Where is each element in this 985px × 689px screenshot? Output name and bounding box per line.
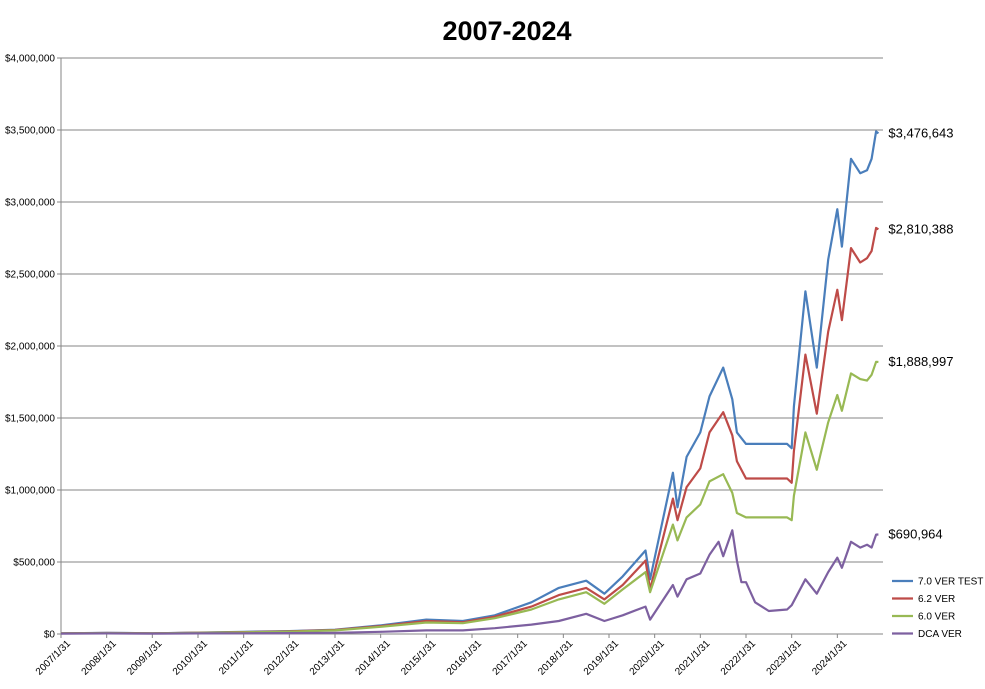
y-tick-label: $2,500,000 bbox=[5, 270, 55, 281]
y-tick-label: $4,000,000 bbox=[5, 54, 55, 65]
end-labels: $3,476,643 $2,810,388 $1,888,997 $690,964 bbox=[888, 125, 953, 541]
series-lines bbox=[60, 130, 880, 635]
end-value-label: $3,476,643 bbox=[888, 125, 953, 140]
y-tick-label: $0 bbox=[44, 630, 56, 641]
y-tick-label: $1,000,000 bbox=[5, 486, 55, 497]
chart-title: 2007-2024 bbox=[442, 16, 571, 46]
legend-label: 7.0 VER TEST bbox=[918, 577, 983, 588]
legend-label: 6.0 VER bbox=[918, 612, 955, 623]
legend-label: DCA VER bbox=[918, 629, 962, 640]
end-value-label: $690,964 bbox=[888, 527, 942, 542]
legend: 7.0 VER TEST 6.2 VER 6.0 VER DCA VER bbox=[892, 577, 983, 640]
y-tick-label: $500,000 bbox=[13, 558, 55, 569]
end-value-label: $2,810,388 bbox=[888, 221, 953, 236]
y-tick-label: $3,000,000 bbox=[5, 198, 55, 209]
end-value-label: $1,888,997 bbox=[888, 354, 953, 369]
legend-label: 6.2 VER bbox=[918, 594, 955, 605]
y-axis-ticks: $0 $500,000 $1,000,000 $1,500,000 $2,000,000… bbox=[5, 54, 61, 641]
y-tick-label: $3,500,000 bbox=[5, 126, 55, 137]
y-tick-label: $1,500,000 bbox=[5, 414, 55, 425]
series-line-3 bbox=[60, 529, 879, 635]
series-line-2 bbox=[60, 360, 879, 635]
gridlines bbox=[61, 57, 883, 563]
y-tick-label: $2,000,000 bbox=[5, 342, 55, 353]
